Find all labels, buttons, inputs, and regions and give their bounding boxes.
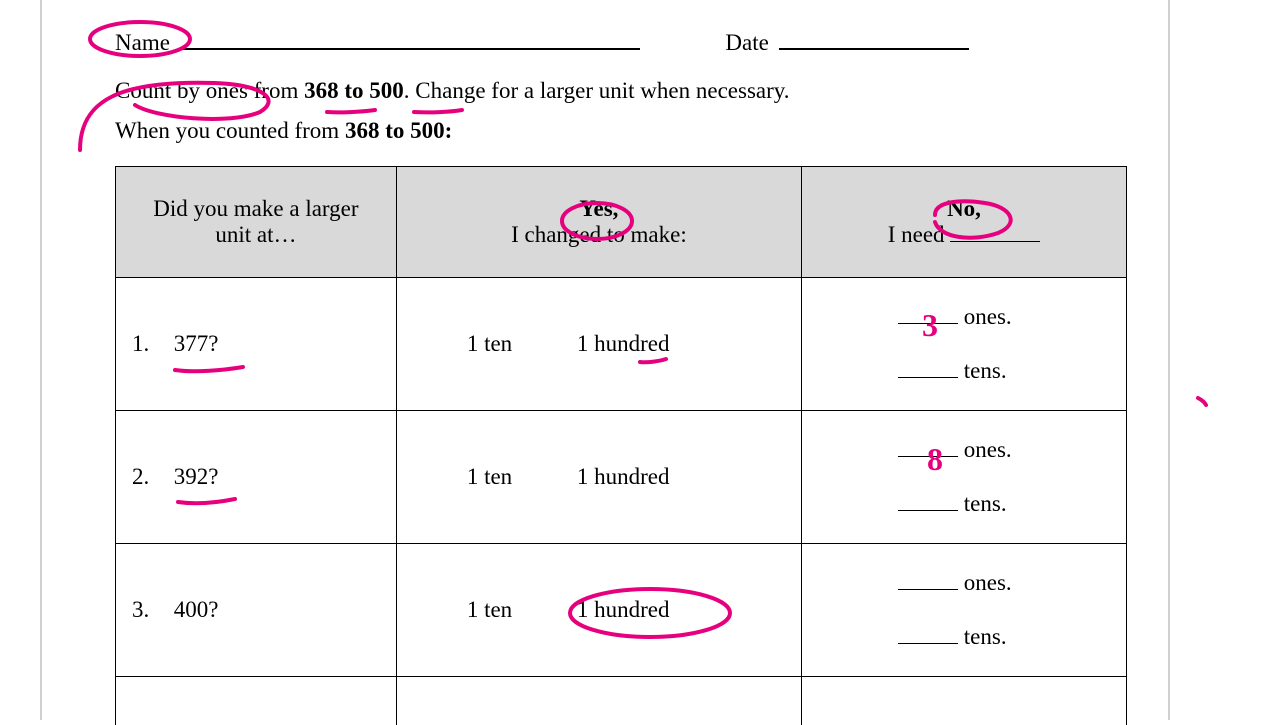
col3-header: No, I need — [802, 167, 1127, 278]
instr2-range: 368 to 500: — [345, 118, 452, 143]
name-date-line: Name Date — [115, 30, 1160, 56]
ones-blank[interactable] — [898, 589, 958, 590]
no-cell: ones. tens. — [802, 544, 1127, 677]
instr-range: 368 to 500 — [304, 78, 404, 103]
question-cell: 1. 377? — [116, 278, 397, 411]
name-label: Name — [115, 30, 170, 56]
col1-h2: unit at… — [215, 222, 296, 247]
question-number: 2. — [132, 464, 168, 490]
question-value: 400? — [174, 597, 219, 622]
yes-cell: 1 ten1 hundred — [396, 544, 801, 677]
table-row: 2. 392?1 ten1 hundred ones. tens. — [116, 411, 1127, 544]
stray-mark-icon — [1198, 398, 1206, 405]
col1-header: Did you make a larger unit at… — [116, 167, 397, 278]
tens-label: tens. — [958, 358, 1007, 383]
ones-label: ones. — [958, 437, 1012, 462]
tens-blank[interactable] — [898, 643, 958, 644]
ones-label: ones. — [958, 570, 1012, 595]
col3-h1: No, — [947, 196, 981, 221]
page-rule-right — [1168, 0, 1170, 720]
ones-blank[interactable] — [898, 456, 958, 457]
instruction-1: Count by ones from 368 to 500. Change fo… — [115, 78, 1160, 104]
yes-1hundred: 1 hundred — [577, 331, 670, 356]
question-number: 1. — [132, 331, 168, 357]
table-header-row: Did you make a larger unit at… Yes, I ch… — [116, 167, 1127, 278]
col2-h2: I changed to make: — [511, 222, 687, 247]
tens-blank[interactable] — [898, 510, 958, 511]
yes-1hundred: 1 hundred — [577, 597, 670, 622]
question-cell: 2. 392? — [116, 411, 397, 544]
table-row — [116, 677, 1127, 725]
col1-h1: Did you make a larger — [153, 196, 358, 221]
question-value: 377? — [174, 331, 219, 356]
no-cell: ones. tens. — [802, 278, 1127, 411]
yes-cell: 1 ten1 hundred — [396, 278, 801, 411]
question-cell: 3. 400? — [116, 544, 397, 677]
instr2-pre: When you counted from — [115, 118, 345, 143]
table-row: 3. 400?1 ten1 hundred ones. tens. — [116, 544, 1127, 677]
yes-1ten: 1 ten — [467, 464, 577, 490]
yes-1hundred: 1 hundred — [577, 464, 670, 489]
col2-header: Yes, I changed to make: — [396, 167, 801, 278]
worksheet-page: Name Date Count by ones from 368 to 500.… — [0, 0, 1280, 720]
col2-h1: Yes, — [579, 196, 618, 221]
yes-1ten: 1 ten — [467, 597, 577, 623]
date-blank[interactable] — [779, 48, 969, 50]
page-rule-left — [40, 0, 42, 720]
question-number: 3. — [132, 597, 168, 623]
name-blank[interactable] — [180, 48, 640, 50]
col3-h2-pre: I need — [888, 222, 951, 247]
worksheet-table: Did you make a larger unit at… Yes, I ch… — [115, 166, 1127, 725]
ones-label: ones. — [958, 304, 1012, 329]
date-label: Date — [725, 30, 768, 56]
yes-1ten: 1 ten — [467, 331, 577, 357]
no-cell: ones. tens. — [802, 411, 1127, 544]
col3-h2-blank[interactable] — [950, 241, 1040, 242]
tens-blank[interactable] — [898, 377, 958, 378]
table-row: 1. 377?1 ten1 hundred ones. tens. — [116, 278, 1127, 411]
instr-post: . Change for a larger unit when necessar… — [404, 78, 790, 103]
ones-blank[interactable] — [898, 323, 958, 324]
tens-label: tens. — [958, 624, 1007, 649]
question-value: 392? — [174, 464, 219, 489]
instr-pre: Count by ones from — [115, 78, 304, 103]
yes-cell: 1 ten1 hundred — [396, 411, 801, 544]
worksheet-content: Name Date Count by ones from 368 to 500.… — [115, 30, 1160, 725]
instruction-2: When you counted from 368 to 500: — [115, 118, 1160, 144]
tens-label: tens. — [958, 491, 1007, 516]
